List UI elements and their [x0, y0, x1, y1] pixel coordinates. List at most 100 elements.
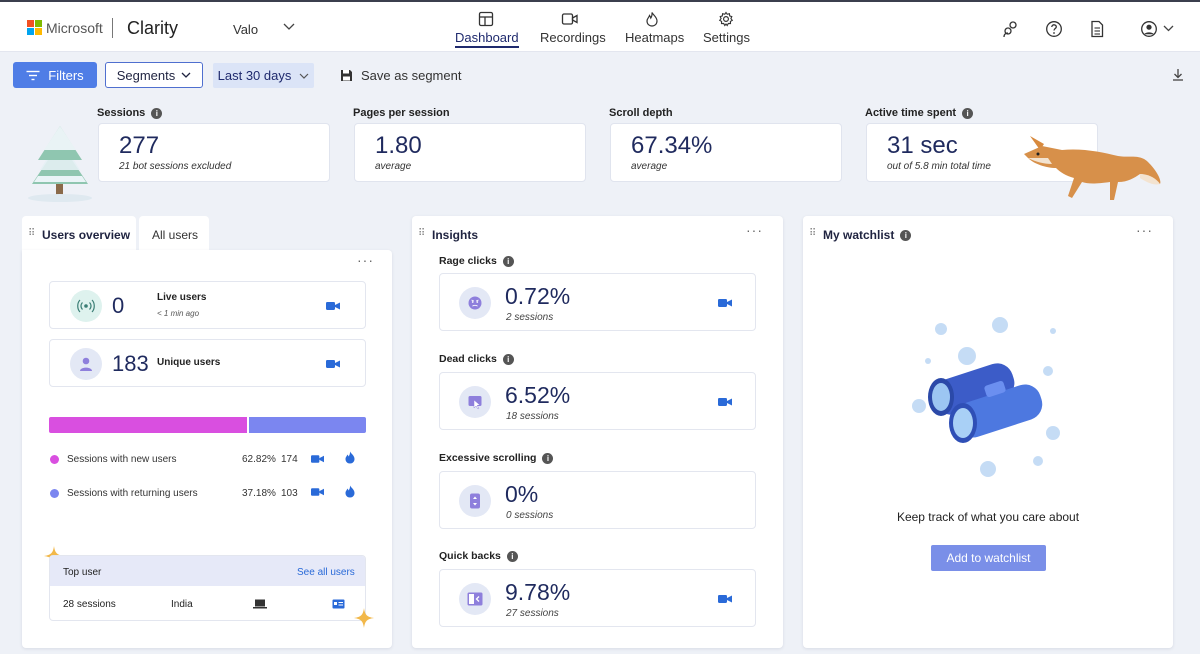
dead-clicks-card[interactable]: 6.52% 18 sessions — [439, 372, 756, 430]
sessions-card: 277 21 bot sessions excluded — [98, 123, 330, 182]
active-time-label-text: Active time spent — [865, 107, 957, 119]
drag-handle-icon[interactable]: ⠿ — [28, 228, 35, 239]
top-user-header — [50, 556, 365, 586]
pages-per-session-value: 1.80 — [375, 132, 422, 159]
info-icon[interactable]: i — [542, 452, 554, 464]
tab-heatmaps-label: Heatmaps — [625, 30, 685, 45]
scroll-depth-card: 67.34% average — [610, 123, 842, 182]
new-users-label: Sessions with new users — [67, 454, 177, 465]
quick-backs-label-text: Quick backs — [439, 550, 501, 562]
brand-divider — [112, 18, 113, 38]
dashboard-icon — [478, 11, 494, 27]
video-camera-icon[interactable] — [311, 487, 324, 497]
video-camera-icon[interactable] — [718, 397, 732, 407]
bar-divider — [247, 417, 249, 433]
unique-users-label: Unique users — [157, 357, 221, 368]
watchlist-title: My watchlist i — [823, 228, 912, 242]
info-icon[interactable]: i — [962, 107, 974, 119]
tab-users-overview-label: Users overview — [42, 228, 131, 242]
top-user-sessions: 28 sessions — [63, 599, 116, 610]
segments-dropdown[interactable]: Segments — [105, 62, 203, 88]
share-users-icon[interactable] — [1002, 20, 1020, 38]
drag-handle-icon[interactable]: ⠿ — [809, 228, 816, 239]
user-icon — [70, 348, 102, 380]
live-users-count: 0 — [112, 293, 125, 318]
tab-settings[interactable]: Settings — [703, 10, 750, 50]
binoculars-illustration — [912, 317, 1060, 477]
excessive-scrolling-pct: 0% — [505, 481, 539, 507]
drag-handle-icon[interactable]: ⠿ — [418, 228, 425, 239]
live-users-card: 0 Live users < 1 min ago — [49, 281, 366, 329]
document-icon[interactable] — [1088, 20, 1106, 38]
users-overview-panel: ··· 0 Live users < 1 min ago 183 Unique … — [22, 250, 392, 648]
video-camera-icon[interactable] — [326, 301, 340, 311]
product-name[interactable]: Clarity — [127, 18, 179, 38]
new-users-row: Sessions with new users — [50, 454, 177, 465]
watchlist-message: Keep track of what you care about — [896, 510, 1080, 524]
video-camera-icon[interactable] — [718, 594, 732, 604]
filters-button[interactable]: Filters — [13, 62, 97, 88]
quick-backs-card[interactable]: 9.78% 27 sessions — [439, 569, 756, 627]
scroll-depth-label: Scroll depth — [609, 107, 673, 119]
returning-users-row: Sessions with returning users — [50, 488, 198, 499]
save-as-segment-label: Save as segment — [361, 68, 462, 83]
rage-clicks-sessions: 2 sessions — [506, 312, 554, 323]
flame-icon — [646, 12, 658, 27]
top-user-country: India — [171, 599, 193, 610]
rage-clicks-label: Rage clicks i — [439, 255, 514, 267]
project-selector[interactable]: Valo — [233, 22, 259, 37]
more-options-icon[interactable]: ··· — [746, 222, 763, 238]
info-icon[interactable]: i — [151, 107, 163, 119]
pages-per-session-label-text: Pages per session — [353, 107, 450, 119]
tab-heatmaps[interactable]: Heatmaps — [625, 10, 684, 50]
unique-users-card: 183 Unique users — [49, 339, 366, 387]
watchlist-title-text: My watchlist — [823, 228, 895, 242]
add-to-watchlist-button[interactable]: Add to watchlist — [931, 545, 1046, 571]
more-options-icon[interactable]: ··· — [1136, 222, 1153, 238]
download-icon[interactable] — [1172, 68, 1184, 81]
chevron-down-icon[interactable] — [283, 20, 295, 34]
info-icon[interactable]: i — [900, 229, 912, 241]
help-icon[interactable] — [1045, 20, 1063, 38]
pages-per-session-card: 1.80 average — [354, 123, 586, 182]
excessive-scrolling-label-text: Excessive scrolling — [439, 452, 537, 464]
returning-users-legend-dot — [50, 489, 59, 498]
chevron-down-icon[interactable] — [1163, 25, 1174, 32]
heatmap-flame-icon[interactable] — [345, 485, 355, 498]
tab-all-users[interactable]: All users — [139, 216, 209, 250]
info-icon[interactable]: i — [506, 550, 518, 562]
account-avatar-icon[interactable] — [1140, 20, 1158, 38]
rage-clicks-card[interactable]: 0.72% 2 sessions — [439, 273, 756, 331]
top-user-title: Top user — [63, 567, 102, 578]
new-users-bar-segment[interactable] — [49, 417, 247, 433]
tab-users-overview[interactable]: ⠿ Users overview — [22, 216, 136, 252]
sessions-label: Sessions i — [97, 107, 163, 119]
active-time-subtext: out of 5.8 min total time — [887, 161, 991, 172]
live-users-subtext: < 1 min ago — [157, 309, 200, 318]
tab-all-users-label: All users — [152, 228, 199, 242]
live-signal-icon — [70, 290, 102, 322]
snowy-tree-illustration — [28, 126, 92, 202]
tab-dashboard[interactable]: Dashboard — [455, 10, 519, 50]
save-as-segment-button[interactable]: Save as segment — [340, 68, 461, 83]
angry-face-icon — [459, 287, 491, 319]
active-time-value: 31 sec — [887, 132, 958, 159]
tab-recordings[interactable]: Recordings — [540, 10, 606, 50]
sparkle-icon — [354, 608, 374, 628]
returning-users-bar-segment[interactable] — [249, 417, 366, 433]
more-options-icon[interactable]: ··· — [357, 252, 374, 268]
info-icon[interactable]: i — [502, 255, 514, 267]
brand-name: Microsoft — [46, 20, 103, 36]
chevron-down-icon — [299, 73, 309, 79]
user-card-icon[interactable] — [332, 599, 345, 609]
video-camera-icon[interactable] — [311, 454, 324, 464]
video-camera-icon[interactable] — [718, 298, 732, 308]
watchlist-panel: ⠿ My watchlist i ··· Keep track of what y… — [803, 216, 1173, 648]
info-icon[interactable]: i — [502, 353, 514, 365]
heatmap-flame-icon[interactable] — [345, 451, 355, 464]
excessive-scrolling-card[interactable]: 0% 0 sessions — [439, 471, 756, 529]
see-all-users-link[interactable]: See all users — [297, 567, 355, 578]
date-range-dropdown[interactable]: Last 30 days — [213, 63, 314, 88]
quick-back-icon — [459, 583, 491, 615]
video-camera-icon[interactable] — [326, 359, 340, 369]
